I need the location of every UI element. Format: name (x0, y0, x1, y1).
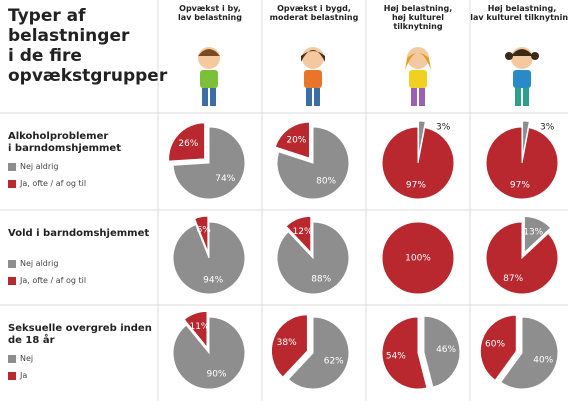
value-label: 90% (206, 370, 226, 380)
legend-label: Ja (20, 371, 28, 380)
value-label: 46% (436, 345, 456, 355)
pie-slice (500, 316, 559, 390)
pie-slice (276, 126, 350, 200)
legend-swatch (8, 277, 16, 285)
value-label: 97% (406, 181, 426, 191)
value-label: 13% (523, 228, 543, 238)
pie-slice (172, 316, 246, 390)
pie-slice (287, 316, 350, 390)
value-label: 3% (540, 122, 555, 132)
legend-label: Nej aldrig (20, 259, 59, 268)
children (198, 47, 539, 106)
value-label: 11% (189, 322, 209, 332)
row-label: Seksuelle overgreb inden de 18 år (8, 323, 152, 346)
pie-slice (523, 215, 552, 254)
pie-slice (172, 221, 246, 295)
row-label: Vold i barndomshjemmet (8, 228, 150, 239)
value-label: 26% (178, 139, 198, 149)
title: Typer af belastninger i de fire opvækstg… (8, 6, 168, 86)
pie-slice (485, 221, 559, 295)
value-label: 54% (386, 351, 406, 361)
pie-slice (270, 314, 308, 378)
value-label: 6% (197, 226, 212, 236)
pie-slice (381, 316, 428, 390)
value-label: 12% (293, 227, 313, 237)
value-label: 94% (203, 275, 223, 285)
value-label: 40% (533, 355, 553, 365)
legend-label: Nej aldrig (20, 162, 59, 171)
row-label: Alkoholproblemer i barndomshjemmet (8, 131, 121, 154)
value-label: 60% (485, 340, 505, 350)
pie-slice (381, 221, 455, 295)
pie-slice (381, 126, 455, 200)
group-header: Opvækst i by, lav belastning (178, 4, 242, 22)
value-label: 20% (286, 136, 306, 146)
pie-slice (276, 221, 350, 295)
group-header: Opvækst i bygd, moderat belastning (269, 4, 359, 22)
pie-slice (274, 121, 310, 159)
pie-slice (423, 315, 461, 388)
pie-slice (485, 126, 559, 200)
legend-swatch (8, 163, 16, 171)
pie-slice (522, 120, 530, 158)
value-label: 97% (510, 181, 530, 191)
pie-slice (172, 126, 246, 200)
pie-slice (193, 215, 209, 253)
pie-slice (285, 215, 312, 254)
value-label: 38% (277, 338, 297, 348)
pie-slice (183, 310, 208, 349)
value-label: 62% (324, 357, 344, 367)
legend-swatch (8, 355, 16, 363)
legend-label: Nej (20, 354, 34, 363)
value-label: 100% (405, 254, 431, 264)
value-label: 74% (215, 174, 235, 184)
pie-slice (168, 122, 206, 162)
value-label: 3% (436, 122, 451, 132)
legend-swatch (8, 260, 16, 268)
pie-slice (479, 314, 517, 381)
legend-label: Ja, ofte / af og til (20, 276, 87, 285)
legend-swatch (8, 180, 16, 188)
value-label: 87% (503, 274, 523, 284)
pie-slice (418, 120, 426, 158)
legend-label: Ja, ofte / af og til (20, 179, 87, 188)
group-header: Høj belastning, lav kulturel tilknytning (470, 4, 568, 22)
group-header: Høj belastning, høj kulturel tilknytning (383, 4, 453, 31)
value-label: 88% (311, 274, 331, 284)
value-label: 80% (316, 177, 336, 187)
legend-swatch (8, 372, 16, 380)
